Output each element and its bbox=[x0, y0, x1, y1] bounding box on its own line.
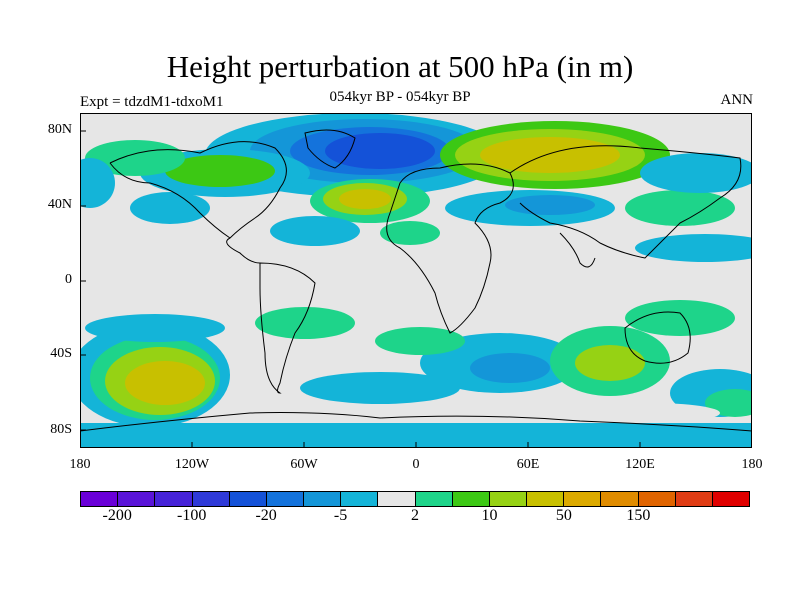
lat-tick-label: 40S bbox=[50, 346, 72, 361]
lat-tick-label: 80N bbox=[47, 122, 72, 137]
axis-ticks bbox=[80, 130, 641, 448]
colorbar-cell bbox=[192, 492, 230, 506]
season-label: ANN bbox=[720, 92, 754, 108]
lon-tick-label: 180 bbox=[69, 457, 91, 472]
period-label: 054kyr BP - 054kyr BP bbox=[329, 89, 471, 105]
colorbar-label: 50 bbox=[555, 507, 572, 524]
lon-tick-label: 60E bbox=[516, 457, 540, 472]
lon-tick-label: 0 bbox=[412, 457, 420, 472]
plot-title: Height perturbation at 500 hPa (in m) bbox=[166, 49, 634, 84]
colorbar-label: -100 bbox=[176, 507, 207, 524]
colorbar-cell bbox=[712, 492, 750, 506]
colorbar-cell bbox=[81, 492, 119, 506]
lat-tick-label: 80S bbox=[50, 422, 72, 437]
colorbar-cell bbox=[266, 492, 305, 506]
colorbar-label: -5 bbox=[333, 507, 348, 524]
experiment-label: Expt = tdzdM1-tdxoM1 bbox=[80, 94, 224, 110]
colorbar-cell bbox=[638, 492, 676, 506]
colorbar-cell bbox=[118, 492, 156, 506]
lon-tick-label: 60W bbox=[290, 457, 318, 472]
colorbar-cell bbox=[378, 492, 416, 506]
colorbar-cell bbox=[675, 492, 713, 506]
colorbar-cell bbox=[564, 492, 602, 506]
lat-tick-label: 40N bbox=[47, 197, 72, 212]
colorbar-cell bbox=[601, 492, 639, 506]
colorbar-cell bbox=[527, 492, 565, 506]
map-panel bbox=[80, 113, 752, 448]
colorbar-cell bbox=[304, 492, 342, 506]
colorbar-cell bbox=[452, 492, 490, 506]
colorbar-label: 150 bbox=[626, 507, 651, 524]
contour-fill bbox=[80, 113, 752, 448]
colorbar-label: -20 bbox=[255, 507, 277, 524]
colorbar-cell bbox=[415, 492, 453, 506]
colorbar bbox=[80, 491, 750, 507]
lon-tick-label: 180 bbox=[741, 457, 763, 472]
lat-tick-label: 0 bbox=[65, 272, 72, 287]
colorbar-label: 10 bbox=[481, 507, 498, 524]
colorbar-cell bbox=[489, 492, 528, 506]
coastlines bbox=[80, 129, 752, 432]
colorbar-label: -200 bbox=[102, 507, 132, 524]
lon-tick-label: 120W bbox=[174, 457, 210, 472]
colorbar-cell bbox=[341, 492, 379, 506]
colorbar-label: 2 bbox=[411, 507, 419, 524]
colorbar-cell bbox=[229, 492, 267, 506]
colorbar-cell bbox=[155, 492, 193, 506]
lon-tick-label: 120E bbox=[625, 457, 655, 472]
